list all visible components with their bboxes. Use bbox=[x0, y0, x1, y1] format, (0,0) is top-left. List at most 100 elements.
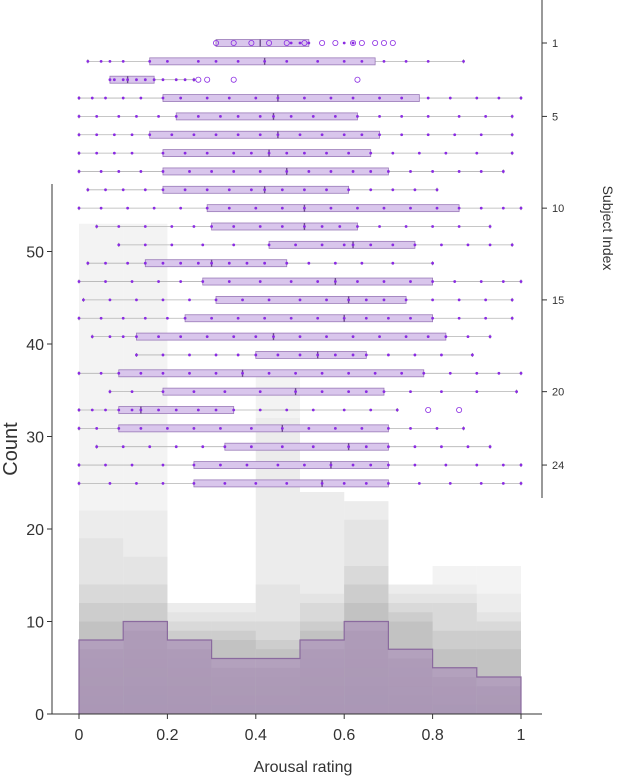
hist-band bbox=[344, 640, 389, 650]
data-point bbox=[440, 390, 443, 394]
hist-band bbox=[388, 704, 433, 714]
hist-band bbox=[388, 677, 433, 687]
outlier-point bbox=[248, 40, 255, 47]
data-point bbox=[157, 408, 160, 412]
hist-band bbox=[344, 704, 389, 714]
data-point bbox=[232, 408, 236, 412]
data-point bbox=[404, 335, 408, 338]
data-point bbox=[342, 243, 346, 247]
hist-band bbox=[300, 667, 345, 677]
box-iqr bbox=[149, 57, 376, 66]
data-point bbox=[378, 335, 381, 338]
data-point bbox=[223, 445, 227, 449]
data-point bbox=[342, 482, 346, 485]
data-point bbox=[400, 371, 404, 375]
data-point bbox=[347, 445, 351, 449]
data-point bbox=[435, 426, 439, 430]
data-point bbox=[126, 78, 130, 82]
data-point bbox=[232, 225, 236, 228]
data-point bbox=[457, 115, 461, 118]
data-point bbox=[263, 59, 267, 63]
box-iqr bbox=[193, 461, 389, 469]
data-point bbox=[426, 96, 430, 100]
data-point bbox=[294, 390, 297, 394]
data-point bbox=[77, 316, 81, 320]
hist-band bbox=[123, 695, 168, 705]
data-point bbox=[214, 408, 218, 412]
hist-band bbox=[123, 630, 168, 640]
data-point bbox=[95, 151, 99, 155]
data-point bbox=[444, 463, 448, 467]
data-point bbox=[311, 408, 315, 412]
data-point bbox=[117, 225, 121, 228]
data-point bbox=[475, 390, 479, 394]
data-point bbox=[519, 96, 523, 100]
data-point bbox=[347, 298, 351, 302]
data-point bbox=[205, 188, 209, 192]
data-point bbox=[316, 316, 320, 320]
data-point bbox=[161, 371, 165, 375]
data-point bbox=[117, 426, 121, 430]
data-point bbox=[166, 316, 169, 320]
data-point bbox=[453, 280, 457, 283]
data-point bbox=[267, 298, 271, 302]
hist-band bbox=[300, 677, 345, 687]
data-point bbox=[130, 408, 134, 412]
data-point bbox=[152, 206, 156, 210]
box-iqr bbox=[162, 149, 372, 158]
data-point bbox=[391, 261, 395, 265]
data-point bbox=[462, 426, 465, 430]
hist-bar bbox=[432, 667, 477, 714]
data-point bbox=[192, 390, 196, 394]
data-point bbox=[99, 371, 103, 375]
data-point bbox=[510, 243, 514, 247]
data-point bbox=[104, 280, 107, 283]
data-point bbox=[325, 335, 328, 338]
data-point bbox=[285, 261, 289, 265]
data-point bbox=[258, 225, 262, 228]
outlier-point bbox=[380, 40, 387, 47]
hist-band bbox=[167, 649, 212, 659]
data-point bbox=[254, 206, 258, 210]
right-tick-label: 20 bbox=[552, 387, 564, 399]
data-point bbox=[77, 463, 81, 467]
data-point bbox=[276, 353, 280, 357]
box-iqr bbox=[118, 369, 425, 378]
y-axis-title: Count bbox=[0, 422, 22, 476]
hist-band bbox=[344, 658, 389, 668]
data-point bbox=[316, 353, 320, 357]
data-point bbox=[219, 426, 222, 430]
data-point bbox=[307, 426, 311, 430]
data-point bbox=[444, 151, 448, 155]
data-point bbox=[519, 463, 523, 467]
data-point bbox=[236, 59, 240, 63]
data-point bbox=[104, 96, 107, 100]
data-point bbox=[210, 170, 214, 173]
box-iqr bbox=[224, 442, 389, 451]
hist-band bbox=[432, 695, 477, 705]
data-point bbox=[143, 225, 147, 228]
data-point bbox=[135, 482, 138, 485]
hist-band bbox=[167, 658, 212, 668]
hist-band bbox=[300, 649, 345, 659]
hist-band bbox=[476, 695, 521, 705]
y-tick-label: 0 bbox=[35, 707, 44, 724]
hist-band bbox=[476, 704, 521, 714]
data-point bbox=[267, 243, 271, 247]
data-point bbox=[360, 426, 364, 430]
data-point bbox=[130, 390, 134, 394]
data-point bbox=[161, 151, 165, 155]
hist-band bbox=[344, 695, 389, 705]
data-point bbox=[188, 371, 191, 375]
data-point bbox=[258, 170, 262, 173]
data-point bbox=[453, 133, 457, 137]
data-point bbox=[258, 133, 262, 137]
data-point bbox=[245, 463, 249, 467]
data-point bbox=[267, 371, 271, 375]
data-point bbox=[413, 243, 417, 247]
data-point bbox=[484, 316, 488, 320]
hist-band bbox=[211, 667, 256, 677]
hist-band bbox=[167, 686, 212, 696]
outlier-point bbox=[425, 406, 432, 413]
data-point bbox=[254, 353, 258, 357]
